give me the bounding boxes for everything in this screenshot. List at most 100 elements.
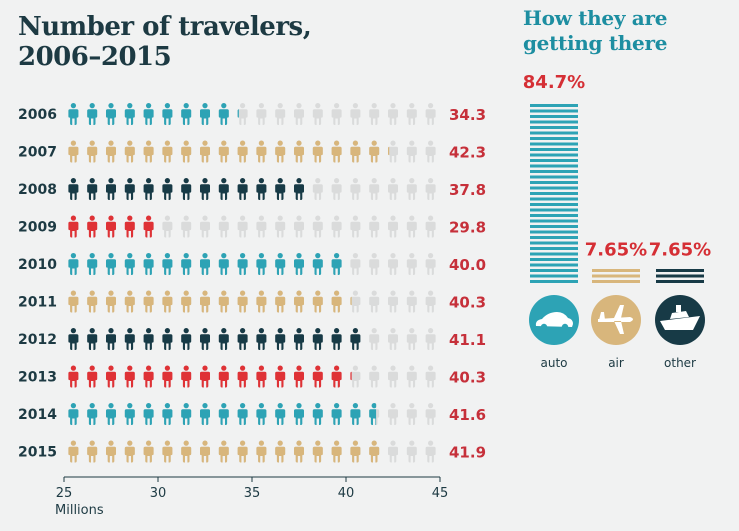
- person-icon-empty: [237, 215, 248, 238]
- person-icon: [162, 328, 173, 350]
- filled-icons: [68, 365, 352, 388]
- person-icon: [294, 440, 304, 463]
- person-icon: [369, 140, 380, 163]
- person-icon: [312, 403, 323, 425]
- person-icon: [87, 140, 98, 163]
- person-icon: [312, 328, 323, 350]
- person-icon: [218, 103, 229, 125]
- person-icon: [256, 328, 267, 350]
- person-icon: [143, 253, 154, 275]
- person-icon: [68, 403, 79, 425]
- person-icon: [68, 140, 79, 163]
- person-icon: [275, 440, 286, 463]
- empty-icons: [68, 290, 436, 313]
- person-icon: [294, 403, 304, 425]
- mode-label: air: [608, 356, 624, 370]
- value-label: 40.0: [449, 256, 486, 274]
- person-icon: [200, 103, 210, 125]
- person-icon: [124, 290, 135, 313]
- value-label: 37.8: [449, 181, 486, 199]
- person-icon: [256, 253, 267, 275]
- person-icon: [162, 403, 173, 425]
- mode-label: other: [664, 356, 696, 370]
- person-icon: [218, 403, 229, 425]
- person-icon: [312, 440, 323, 463]
- person-icon: [218, 365, 229, 388]
- person-icon: [275, 178, 286, 200]
- person-icon-empty: [425, 440, 436, 463]
- person-icon-empty: [388, 328, 398, 350]
- person-icon: [68, 178, 79, 200]
- filled-icons: [68, 178, 304, 200]
- person-icon: [124, 403, 135, 425]
- person-icon-empty: [406, 140, 417, 163]
- person-icon: [256, 440, 267, 463]
- person-icon: [162, 290, 173, 313]
- person-icon-empty: [388, 253, 398, 275]
- person-icon: [275, 253, 286, 275]
- person-icon: [106, 103, 116, 125]
- person-icon-empty: [350, 178, 361, 200]
- person-icon: [68, 253, 79, 275]
- person-icon: [124, 178, 135, 200]
- person-icon: [218, 440, 229, 463]
- person-icon: [162, 440, 173, 463]
- person-icon-empty: [388, 403, 398, 425]
- person-icon: [87, 403, 98, 425]
- person-icon: [331, 253, 342, 275]
- filled-icons: [68, 253, 342, 275]
- value-label: 41.9: [449, 444, 486, 462]
- person-icon-empty: [425, 253, 436, 275]
- person-icon: [87, 215, 98, 238]
- mode-bar: [530, 104, 578, 283]
- person-icon-empty: [200, 215, 210, 238]
- person-icon: [218, 290, 229, 313]
- car-icon: [529, 295, 579, 345]
- person-icon: [181, 365, 192, 388]
- person-icon-empty: [425, 103, 436, 125]
- person-icon: [237, 403, 248, 425]
- person-icon: [237, 440, 248, 463]
- person-icon-empty: [350, 103, 361, 125]
- person-icon-empty: [275, 215, 286, 238]
- person-icon: [124, 103, 135, 125]
- row-2014: 2014 41.6: [18, 403, 486, 425]
- person-icon: [143, 215, 154, 238]
- row-2006: 2006 34.3: [18, 103, 486, 125]
- airplane-icon: [591, 295, 641, 345]
- person-icon: [331, 440, 342, 463]
- person-icon-empty: [388, 290, 398, 313]
- person-icon: [237, 253, 248, 275]
- person-icon: [256, 290, 267, 313]
- person-icon: [143, 440, 154, 463]
- person-icon-empty: [350, 290, 361, 313]
- person-icon-empty: [162, 215, 173, 238]
- person-icon-empty: [331, 178, 342, 200]
- person-icon: [350, 403, 361, 425]
- mode-bar: [592, 269, 640, 283]
- person-icon-empty: [425, 215, 436, 238]
- value-label: 41.6: [449, 406, 486, 424]
- person-icon-empty: [425, 365, 436, 388]
- person-icon: [181, 328, 192, 350]
- person-icon: [350, 328, 361, 350]
- person-icon: [294, 178, 304, 200]
- person-icon: [68, 103, 79, 125]
- value-label: 34.3: [449, 106, 486, 124]
- person-icon: [312, 140, 323, 163]
- value-label: 40.3: [449, 294, 486, 312]
- person-icon: [181, 140, 192, 163]
- filled-icons: [68, 328, 361, 350]
- person-icon: [181, 403, 192, 425]
- person-icon: [200, 140, 210, 163]
- person-icon-empty: [425, 140, 436, 163]
- person-icon-empty: [406, 215, 417, 238]
- person-icon: [106, 328, 116, 350]
- person-icon: [331, 140, 342, 163]
- row-2010: 2010 40.0: [18, 253, 486, 275]
- mode-percent-label: 7.65%: [585, 239, 647, 260]
- row-2013: 2013 40.3: [18, 365, 486, 388]
- x-axis-label: Millions: [55, 503, 104, 518]
- person-icon-empty: [425, 290, 436, 313]
